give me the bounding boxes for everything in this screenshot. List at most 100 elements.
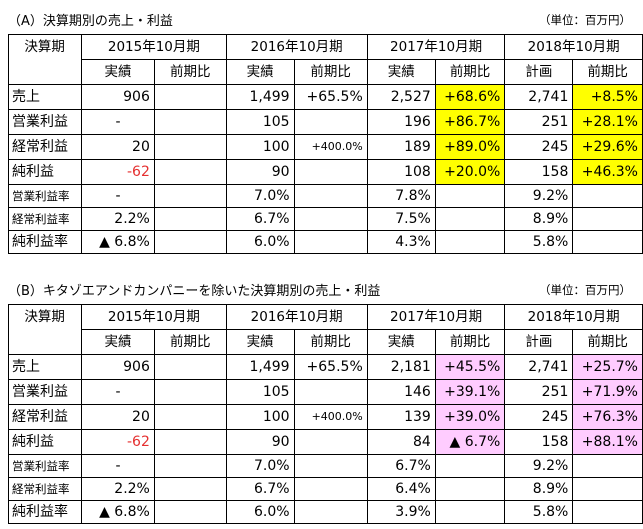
table-cell [153, 84, 227, 110]
table-row: 純利益率 ▲ 6.8% 6.0% 3.9% 5.8% [7, 500, 643, 524]
table-cell: 84 [366, 429, 436, 455]
table-cell: ▲ 6.8% [81, 230, 155, 254]
subheader: 前期比 [293, 59, 368, 85]
subheader: 実績 [225, 59, 295, 85]
table-cell [293, 230, 368, 254]
table-cell [434, 230, 506, 254]
period-header: 2015年10月期 [81, 34, 227, 60]
table-cell [153, 429, 227, 455]
table-cell: 6.7% [366, 454, 436, 478]
table-cell [153, 500, 227, 524]
row-label: 売上 [7, 354, 83, 380]
table-cell: 4.3% [366, 230, 436, 254]
subheader: 前期比 [434, 59, 506, 85]
section-a-header: （A）決算期別の売上・利益 （単位：百万円） [0, 0, 643, 34]
table-cell [434, 477, 506, 501]
table-cell: 6.4% [366, 477, 436, 501]
subheader: 計画 [504, 329, 574, 355]
table-cell [293, 500, 368, 524]
row-label: 経常利益 [7, 134, 83, 160]
table-cell: 108 [366, 159, 436, 185]
row-label: 売上 [7, 84, 83, 110]
subheader: 前期比 [293, 329, 368, 355]
table-cell-highlight: +25.7% [572, 354, 643, 380]
section-b-header: （B）キタゾエアンドカンパニーを除いた決算期別の売上・利益 （単位：百万円） [0, 270, 643, 304]
table-row: 経常利益 20 100 +400.0% 189 +89.0% 245 +29.6… [7, 134, 643, 160]
table-cell [153, 379, 227, 405]
table-cell [293, 429, 368, 455]
table-cell [434, 207, 506, 231]
table-row: 経常利益 20 100 +400.0% 139 +39.0% 245 +76.3… [7, 404, 643, 430]
row-label: 営業利益率 [7, 454, 83, 478]
row-label: 純利益率 [7, 230, 83, 254]
table-cell: 245 [504, 134, 574, 160]
row-label: 営業利益率 [7, 184, 83, 208]
table-cell: 906 [81, 84, 155, 110]
subheader: 実績 [81, 329, 155, 355]
table-cell: 5.8% [504, 500, 574, 524]
table-cell [434, 500, 506, 524]
table-cell-highlight: +29.6% [572, 134, 643, 160]
table-cell [153, 230, 227, 254]
row-label: 営業利益 [7, 109, 83, 135]
table-cell [293, 477, 368, 501]
table-cell: 245 [504, 404, 574, 430]
table-cell: 3.9% [366, 500, 436, 524]
table-b-subheader-row: 実績 前期比 実績 前期比 実績 前期比 計画 前期比 [9, 329, 643, 355]
table-cell: 7.8% [366, 184, 436, 208]
table-cell: 90 [225, 159, 295, 185]
table-cell: 6.0% [225, 500, 295, 524]
subheader: 実績 [81, 59, 155, 85]
table-cell [153, 477, 227, 501]
table-cell: 2,527 [366, 84, 436, 110]
table-cell [153, 134, 227, 160]
table-cell [293, 207, 368, 231]
table-cell: - [81, 109, 155, 135]
table-b-unit: （単位：百万円） [539, 283, 631, 297]
table-cell-highlight: +76.3% [572, 404, 643, 430]
table-cell: +400.0% [293, 404, 368, 430]
table-cell [293, 159, 368, 185]
table-cell [572, 477, 643, 501]
table-cell: 251 [504, 379, 574, 405]
table-cell [572, 454, 643, 478]
table-cell-negative: -62 [81, 429, 155, 455]
table-row: 営業利益 - 105 146 +39.1% 251 +71.9% [7, 379, 643, 405]
table-cell [153, 159, 227, 185]
table-row: 営業利益 - 105 196 +86.7% 251 +28.1% [7, 109, 643, 135]
table-cell: 105 [225, 109, 295, 135]
table-cell: 8.9% [504, 477, 574, 501]
table-cell [572, 230, 643, 254]
table-a: 決算期 2015年10月期 2016年10月期 2017年10月期 2018年1… [7, 34, 643, 254]
table-cell: 5.8% [504, 230, 574, 254]
row-label: 純利益 [7, 429, 83, 455]
table-cell: 9.2% [504, 184, 574, 208]
period-header: 2015年10月期 [81, 304, 227, 330]
subheader: 前期比 [572, 329, 643, 355]
table-cell [572, 184, 643, 208]
table-cell: 7.0% [225, 184, 295, 208]
table-b-period-row: 決算期 2015年10月期 2016年10月期 2017年10月期 2018年1… [7, 304, 643, 355]
table-cell: 20 [81, 404, 155, 430]
period-header: 2018年10月期 [504, 304, 643, 330]
table-cell-highlight: +71.9% [572, 379, 643, 405]
table-cell-highlight: +39.1% [434, 379, 506, 405]
subheader: 実績 [225, 329, 295, 355]
table-cell-negative: -62 [81, 159, 155, 185]
subheader: 計画 [504, 59, 574, 85]
table-row: 純利益 -62 90 108 +20.0% 158 +46.3% [7, 159, 643, 185]
table-row: 売上 906 1,499 +65.5% 2,527 +68.6% 2,741 +… [7, 84, 643, 110]
table-cell: 189 [366, 134, 436, 160]
table-cell [153, 354, 227, 380]
table-cell: 7.5% [366, 207, 436, 231]
table-cell-highlight: +8.5% [572, 84, 643, 110]
period-header: 2017年10月期 [366, 304, 506, 330]
table-cell [293, 454, 368, 478]
period-header: 2016年10月期 [225, 304, 368, 330]
table-cell: 7.0% [225, 454, 295, 478]
table-cell: 139 [366, 404, 436, 430]
subheader: 前期比 [572, 59, 643, 85]
table-cell: 2.2% [81, 477, 155, 501]
subheader: 前期比 [434, 329, 506, 355]
table-cell-highlight: +89.0% [434, 134, 506, 160]
